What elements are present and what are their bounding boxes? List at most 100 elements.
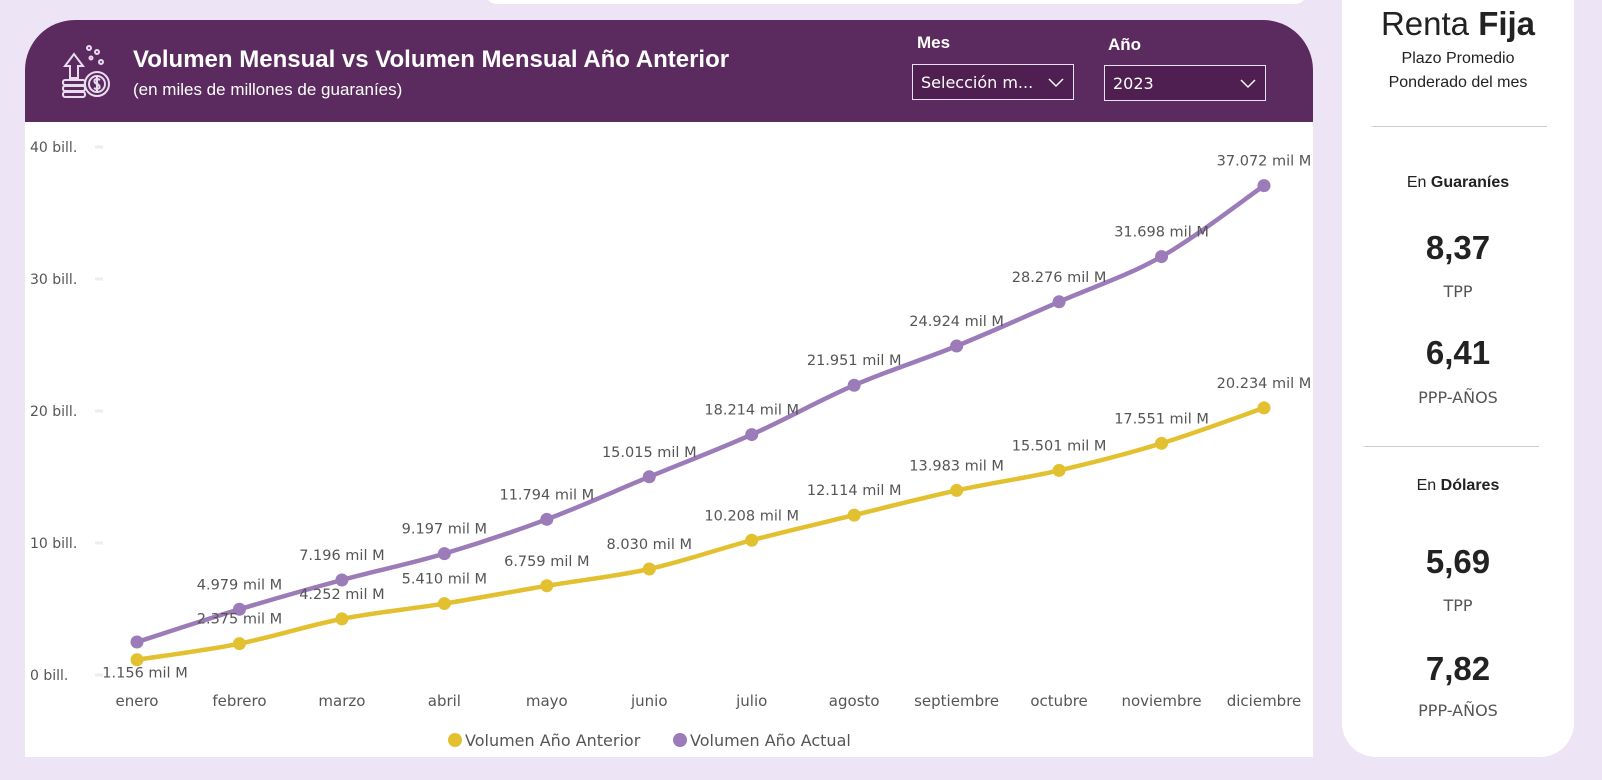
x-tick-label: septiembre — [914, 692, 999, 710]
mes-filter-label: Mes — [917, 33, 951, 52]
data-label: 10.208 mil M — [704, 508, 799, 524]
y-tick-mark — [95, 673, 103, 677]
data-label: 24.924 mil M — [909, 314, 1004, 330]
data-point — [335, 612, 349, 626]
x-tick-label: febrero — [212, 692, 266, 710]
anio-dropdown-value: 2023 — [1113, 73, 1154, 93]
data-point — [642, 562, 656, 576]
y-tick-mark — [95, 541, 103, 545]
x-tick-label: abril — [428, 692, 461, 710]
anio-dropdown[interactable]: 2023 — [1104, 65, 1266, 101]
x-tick-label: junio — [630, 692, 668, 710]
data-point — [1257, 179, 1271, 193]
data-label: 15.015 mil M — [602, 445, 697, 461]
data-point — [642, 470, 656, 484]
money-growth-icon — [62, 45, 110, 98]
data-point — [1052, 463, 1066, 477]
guaranies-heading: En Guaraníes — [1342, 174, 1574, 192]
y-tick-label: 40 bill. — [30, 140, 77, 156]
x-tick-label: noviembre — [1121, 692, 1201, 710]
heading-prefix: En — [1416, 477, 1437, 494]
divider — [1364, 446, 1539, 447]
data-label: 11.794 mil M — [499, 487, 594, 503]
data-point — [437, 597, 451, 611]
data-point — [1052, 295, 1066, 309]
dolares-tpp-value: 5,69 — [1425, 543, 1491, 580]
data-label: 20.234 mil M — [1217, 376, 1312, 392]
data-label: 15.501 mil M — [1012, 438, 1107, 454]
divider — [1372, 126, 1547, 127]
legend-marker — [673, 733, 687, 747]
y-tick-label: 30 bill. — [30, 272, 77, 288]
x-tick-label: julio — [735, 692, 767, 710]
anio-filter-label: Año — [1108, 35, 1142, 54]
legend-label: Volumen Año Anterior — [465, 731, 641, 750]
y-tick-label: 0 bill. — [30, 668, 68, 684]
guaranies-tpp-label: TPP — [1443, 282, 1473, 301]
data-point — [335, 573, 349, 587]
legend-marker — [448, 733, 462, 747]
mes-dropdown-value: Selección m... — [921, 72, 1034, 92]
data-label: 5.410 mil M — [402, 572, 487, 588]
data-point — [745, 428, 759, 442]
data-label: 28.276 mil M — [1012, 270, 1107, 286]
heading-currency: Dólares — [1440, 477, 1500, 494]
data-label: 8.030 mil M — [607, 537, 692, 553]
guaranies-tpp-value: 8,37 — [1425, 229, 1491, 266]
x-tick-label: enero — [116, 692, 159, 710]
data-label: 1.156 mil M — [102, 666, 187, 682]
top-card-edge — [485, 0, 1307, 4]
data-point — [1155, 250, 1169, 264]
guaranies-ppp-label: PPP-AÑOS — [1418, 388, 1498, 407]
line-chart: 0 bill. 10 bill. 20 bill. 30 bill. 40 bill. e… — [30, 140, 1312, 750]
x-tick-label: diciembre — [1227, 692, 1302, 710]
data-point — [1257, 401, 1271, 415]
data-point — [540, 579, 554, 593]
volume-chart-card: Volumen Mensual vs Volumen Mensual Año A… — [25, 20, 1313, 757]
renta-fija-panel: Renta Fija Plazo Promedio Ponderado del … — [1342, 0, 1574, 757]
panel-subtitle-2: Ponderado del mes — [1388, 74, 1528, 91]
dolares-tpp-label: TPP — [1443, 596, 1473, 615]
data-label: 37.072 mil M — [1217, 154, 1312, 170]
guaranies-ppp-value: 6,41 — [1425, 334, 1491, 371]
data-label: 7.196 mil M — [299, 548, 384, 564]
heading-prefix: En — [1406, 174, 1427, 191]
dolares-heading: En Dólares — [1342, 477, 1574, 495]
mes-dropdown[interactable]: Selección m... — [912, 64, 1074, 100]
data-label: 9.197 mil M — [402, 522, 487, 538]
y-tick-mark — [95, 277, 103, 281]
chart-header: Volumen Mensual vs Volumen Mensual Año A… — [25, 20, 1313, 122]
data-point — [950, 483, 964, 497]
data-label: 4.252 mil M — [299, 587, 384, 603]
data-point — [950, 339, 964, 353]
data-label: 12.114 mil M — [807, 483, 902, 499]
y-tick-mark — [95, 409, 103, 413]
data-point — [232, 637, 246, 651]
data-point — [745, 533, 759, 547]
chart-subtitle: (en miles de millones de guaraníes) — [133, 80, 403, 99]
data-point — [130, 653, 144, 667]
data-label: 6.759 mil M — [504, 554, 589, 570]
data-label: 18.214 mil M — [704, 403, 799, 419]
panel-subtitle-1: Plazo Promedio — [1401, 50, 1515, 67]
data-label: 17.551 mil M — [1114, 411, 1209, 427]
data-label: 4.979 mil M — [197, 577, 282, 593]
data-point — [130, 635, 144, 649]
panel-title-bold: Fija — [1478, 5, 1536, 42]
data-point — [1155, 436, 1169, 450]
chart-title: Volumen Mensual vs Volumen Mensual Año A… — [133, 46, 730, 73]
legend-label: Volumen Año Actual — [690, 731, 851, 750]
x-tick-label: agosto — [829, 692, 880, 710]
series-line-actual — [136, 183, 1266, 645]
series-line-anterior — [136, 405, 1265, 662]
data-point — [847, 378, 861, 392]
dolares-ppp-label: PPP-AÑOS — [1418, 701, 1498, 720]
chevron-down-icon — [1240, 79, 1256, 89]
data-point — [847, 508, 861, 522]
data-label: 13.983 mil M — [909, 458, 1004, 474]
panel-title: Renta Fija — [1342, 5, 1574, 43]
chevron-down-icon — [1048, 78, 1064, 88]
x-tick-label: mayo — [526, 692, 568, 710]
data-label: 2.375 mil M — [197, 612, 282, 628]
data-label: 21.951 mil M — [807, 353, 902, 369]
